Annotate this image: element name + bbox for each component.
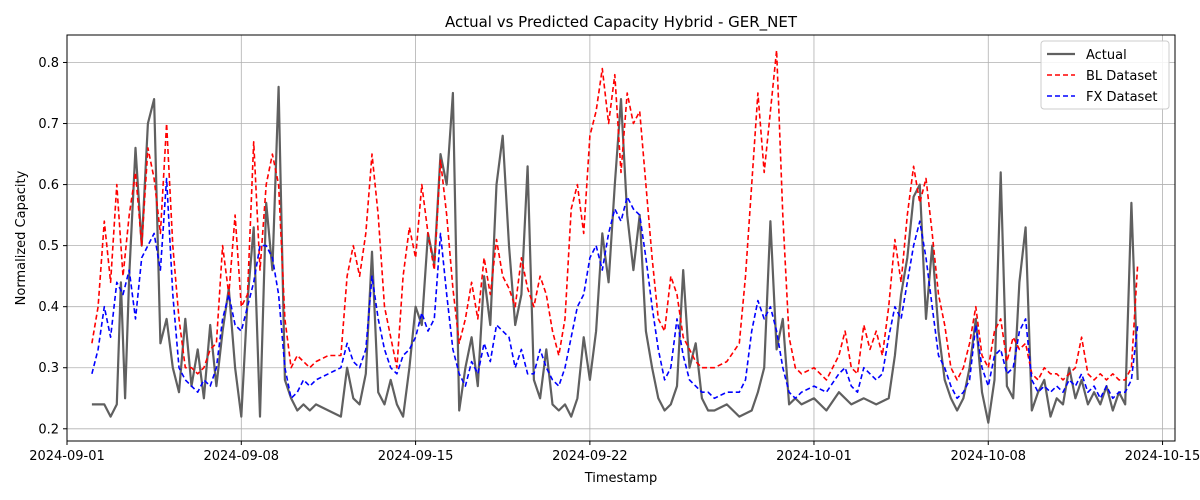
series-line-actual (91, 85, 1139, 424)
ticks: 2024-09-01 2024-09-08 2024-09-15 2024-09-22… (29, 56, 1200, 464)
y-tick-label: 0.4 (38, 300, 59, 315)
legend-label: BL Dataset (1086, 69, 1157, 84)
legend-box (1040, 40, 1170, 110)
chart-title: Actual vs Predicted Capacity Hybrid - GE… (445, 13, 798, 32)
x-tick-label: 2024-10-15 (1125, 449, 1200, 464)
legend-label: Actual (1086, 48, 1127, 63)
y-tick-label: 0.5 (38, 239, 59, 254)
series-lines (91, 49, 1139, 424)
y-tick-label: 0.6 (38, 178, 59, 193)
x-tick-label: 2024-09-01 (29, 449, 105, 464)
x-tick-label: 2024-09-22 (552, 449, 628, 464)
y-axis-label: Normalized Capacity (14, 170, 29, 305)
x-tick-label: 2024-10-08 (950, 449, 1026, 464)
series-line-fx-dataset (91, 177, 1139, 400)
x-tick-label: 2024-10-01 (776, 449, 852, 464)
legend-label: FX Dataset (1086, 90, 1157, 105)
y-tick-label: 0.7 (38, 117, 59, 132)
y-tick-label: 0.8 (38, 56, 59, 71)
x-tick-label: 2024-09-08 (204, 449, 280, 464)
series-line-bl-dataset (91, 49, 1139, 381)
plot-frame (66, 34, 1176, 442)
y-tick-label: 0.2 (38, 422, 59, 437)
legend: Actual BL Dataset FX Dataset (1040, 40, 1170, 110)
y-tick-label: 0.3 (38, 361, 59, 376)
x-axis-label: Timestamp (584, 471, 658, 486)
x-tick-label: 2024-09-15 (378, 449, 454, 464)
